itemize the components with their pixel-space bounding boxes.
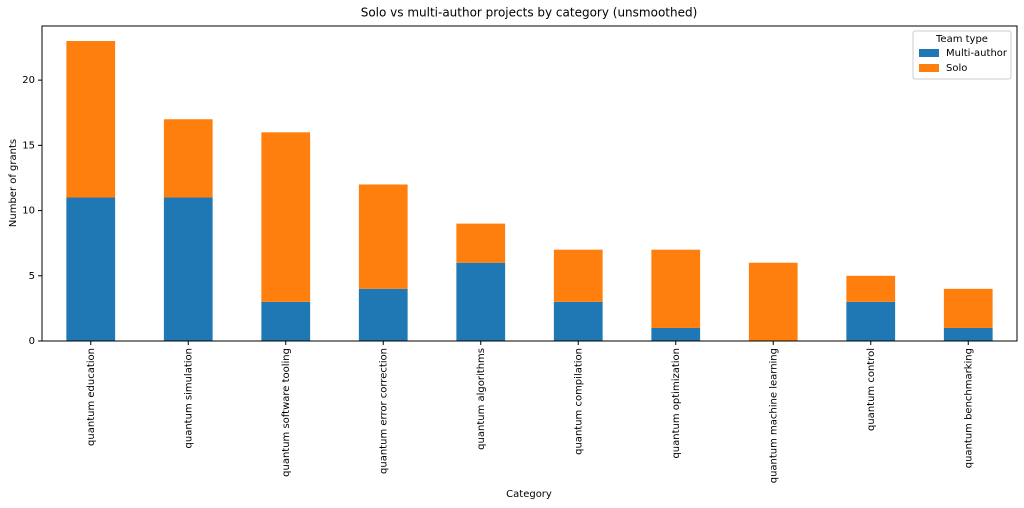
x-tick-label: quantum algorithms bbox=[476, 348, 487, 450]
bar-segment bbox=[358, 288, 408, 341]
bar-segment bbox=[553, 301, 603, 341]
x-tick-label: quantum compilation bbox=[573, 348, 584, 455]
bar-segment bbox=[456, 262, 506, 341]
y-axis-label: Number of grants bbox=[8, 139, 19, 227]
bar-segment bbox=[651, 327, 701, 341]
legend-label: Multi-author bbox=[946, 48, 1008, 59]
y-tick-label: 10 bbox=[22, 206, 35, 217]
bar-segment bbox=[66, 197, 116, 341]
bar-segment bbox=[261, 132, 311, 302]
x-tick-label: quantum control bbox=[866, 348, 877, 431]
x-tick-label: quantum optimization bbox=[671, 348, 682, 459]
legend-swatch bbox=[919, 64, 939, 72]
bar-segment bbox=[943, 288, 993, 328]
x-tick-label: quantum education bbox=[86, 348, 97, 446]
x-tick-label: quantum error correction bbox=[378, 348, 389, 474]
chart-title: Solo vs multi-author projects by categor… bbox=[361, 6, 698, 20]
bar-segment bbox=[456, 223, 506, 263]
bar-segment bbox=[358, 184, 408, 289]
legend-title: Team type bbox=[935, 34, 988, 45]
x-axis-label: Category bbox=[506, 489, 552, 500]
bar-segment bbox=[846, 275, 896, 302]
bar-segment bbox=[748, 262, 798, 341]
y-tick-label: 20 bbox=[22, 75, 35, 86]
y-tick-label: 5 bbox=[29, 271, 35, 282]
legend-swatch bbox=[919, 49, 939, 57]
plot-frame bbox=[41, 25, 1018, 342]
legend-label: Solo bbox=[946, 63, 967, 74]
bar-segment bbox=[943, 327, 993, 341]
x-tick-label: quantum simulation bbox=[183, 348, 194, 448]
y-tick-label: 0 bbox=[29, 336, 35, 347]
bar-segment bbox=[553, 249, 603, 302]
bar-segment bbox=[163, 197, 213, 341]
bar-segment bbox=[66, 41, 116, 198]
bar-segment bbox=[163, 119, 213, 198]
x-tick-label: quantum benchmarking bbox=[963, 348, 974, 468]
bar-segment bbox=[651, 249, 701, 328]
y-tick-label: 15 bbox=[22, 140, 35, 151]
x-tick-label: quantum software tooling bbox=[281, 348, 292, 477]
x-tick-label: quantum machine learning bbox=[768, 348, 779, 483]
bar-segment bbox=[261, 301, 311, 341]
bar-segment bbox=[846, 301, 896, 341]
